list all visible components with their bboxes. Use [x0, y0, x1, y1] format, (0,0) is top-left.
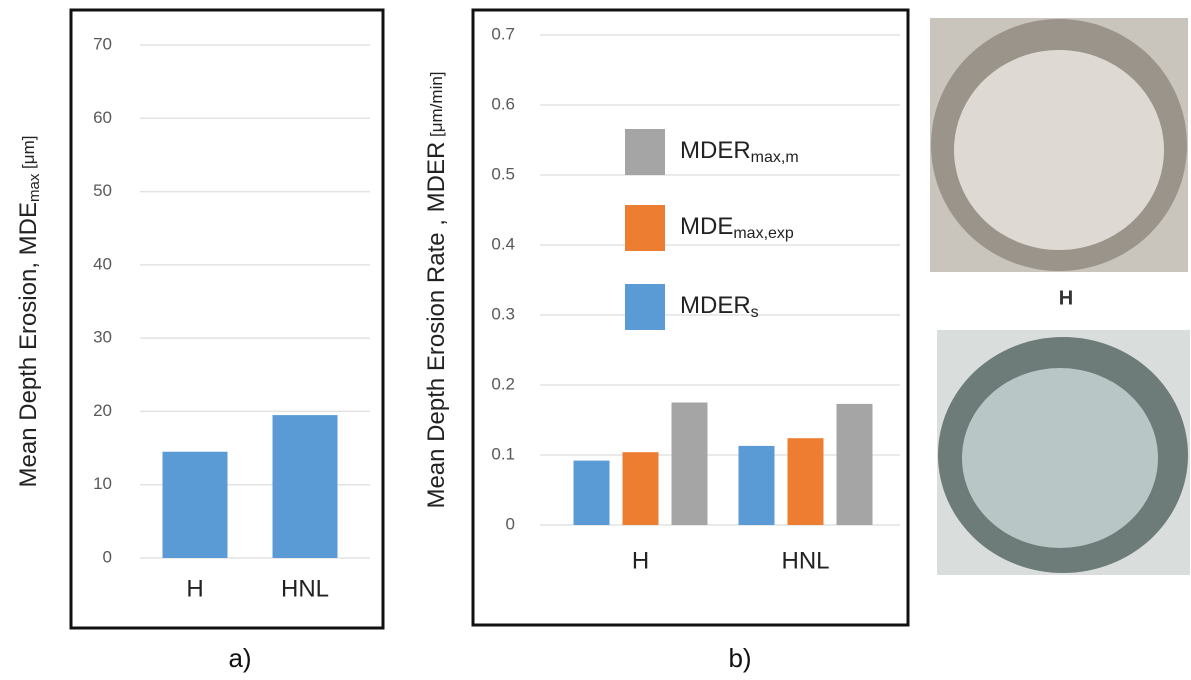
photo-label: H — [1059, 287, 1073, 309]
y-label-unit: [μm] — [19, 136, 38, 174]
y-tick-label: 20 — [93, 401, 112, 420]
y-tick-label: 0.5 — [491, 164, 515, 183]
frame-a — [69, 8, 385, 630]
legend-swatch — [625, 284, 665, 330]
bar — [272, 415, 338, 558]
y-label-main: Mean Depth Erosion, MDE — [15, 202, 42, 487]
bar — [573, 460, 610, 525]
bar — [622, 452, 659, 525]
y-tick-label: 0.1 — [491, 444, 515, 463]
legend-label: MDERs — [680, 292, 759, 321]
x-tick-label: H — [632, 547, 649, 574]
y-label-main: Mean Depth Erosion Rate , MDER — [423, 142, 450, 509]
photo-bottom — [937, 330, 1190, 575]
legend-sub: s — [751, 304, 759, 321]
y-label-unit: [μm/min] — [427, 71, 446, 141]
y-tick-label: 0.2 — [491, 374, 515, 393]
y-tick-label: 60 — [93, 108, 112, 127]
caption: b) — [728, 643, 751, 673]
legend-name: MDER — [680, 292, 751, 319]
legend-swatch — [625, 205, 665, 251]
y-tick-label: 0.6 — [491, 94, 515, 113]
y-tick-label: 40 — [93, 254, 112, 273]
y-tick-label: 0 — [506, 514, 515, 533]
y-tick-label: 0.3 — [491, 304, 515, 323]
photo-top — [930, 18, 1188, 272]
legend-label: MDERmax,m — [680, 137, 799, 166]
y-axis-label: Mean Depth Erosion, MDEmax [μm] — [15, 136, 43, 488]
legend-name: MDER — [680, 137, 751, 164]
legend-name: MDE — [680, 213, 733, 240]
bar — [738, 445, 775, 525]
legend-swatch — [625, 129, 665, 175]
y-tick-label: 70 — [93, 34, 112, 53]
y-label-sub: max — [26, 173, 43, 202]
bar — [162, 451, 228, 558]
bar — [836, 403, 873, 525]
x-tick-label: HNL — [281, 575, 329, 602]
x-tick-label: H — [186, 575, 203, 602]
x-tick-label: HNL — [781, 547, 829, 574]
frame-b — [471, 8, 910, 627]
y-tick-label: 0 — [103, 547, 112, 566]
y-tick-label: 30 — [93, 328, 112, 347]
y-tick-label: 0.7 — [491, 24, 515, 43]
caption: a) — [228, 643, 251, 673]
y-tick-label: 0.4 — [491, 234, 515, 253]
y-tick-label: 50 — [93, 181, 112, 200]
bar — [787, 438, 824, 525]
legend-sub: max,exp — [733, 225, 794, 242]
legend-label: MDEmax,exp — [680, 213, 794, 242]
y-tick-label: 10 — [93, 474, 112, 493]
y-axis-label: Mean Depth Erosion Rate , MDER [μm/min] — [423, 71, 450, 508]
legend-sub: max,m — [751, 149, 799, 166]
bar — [671, 402, 708, 525]
